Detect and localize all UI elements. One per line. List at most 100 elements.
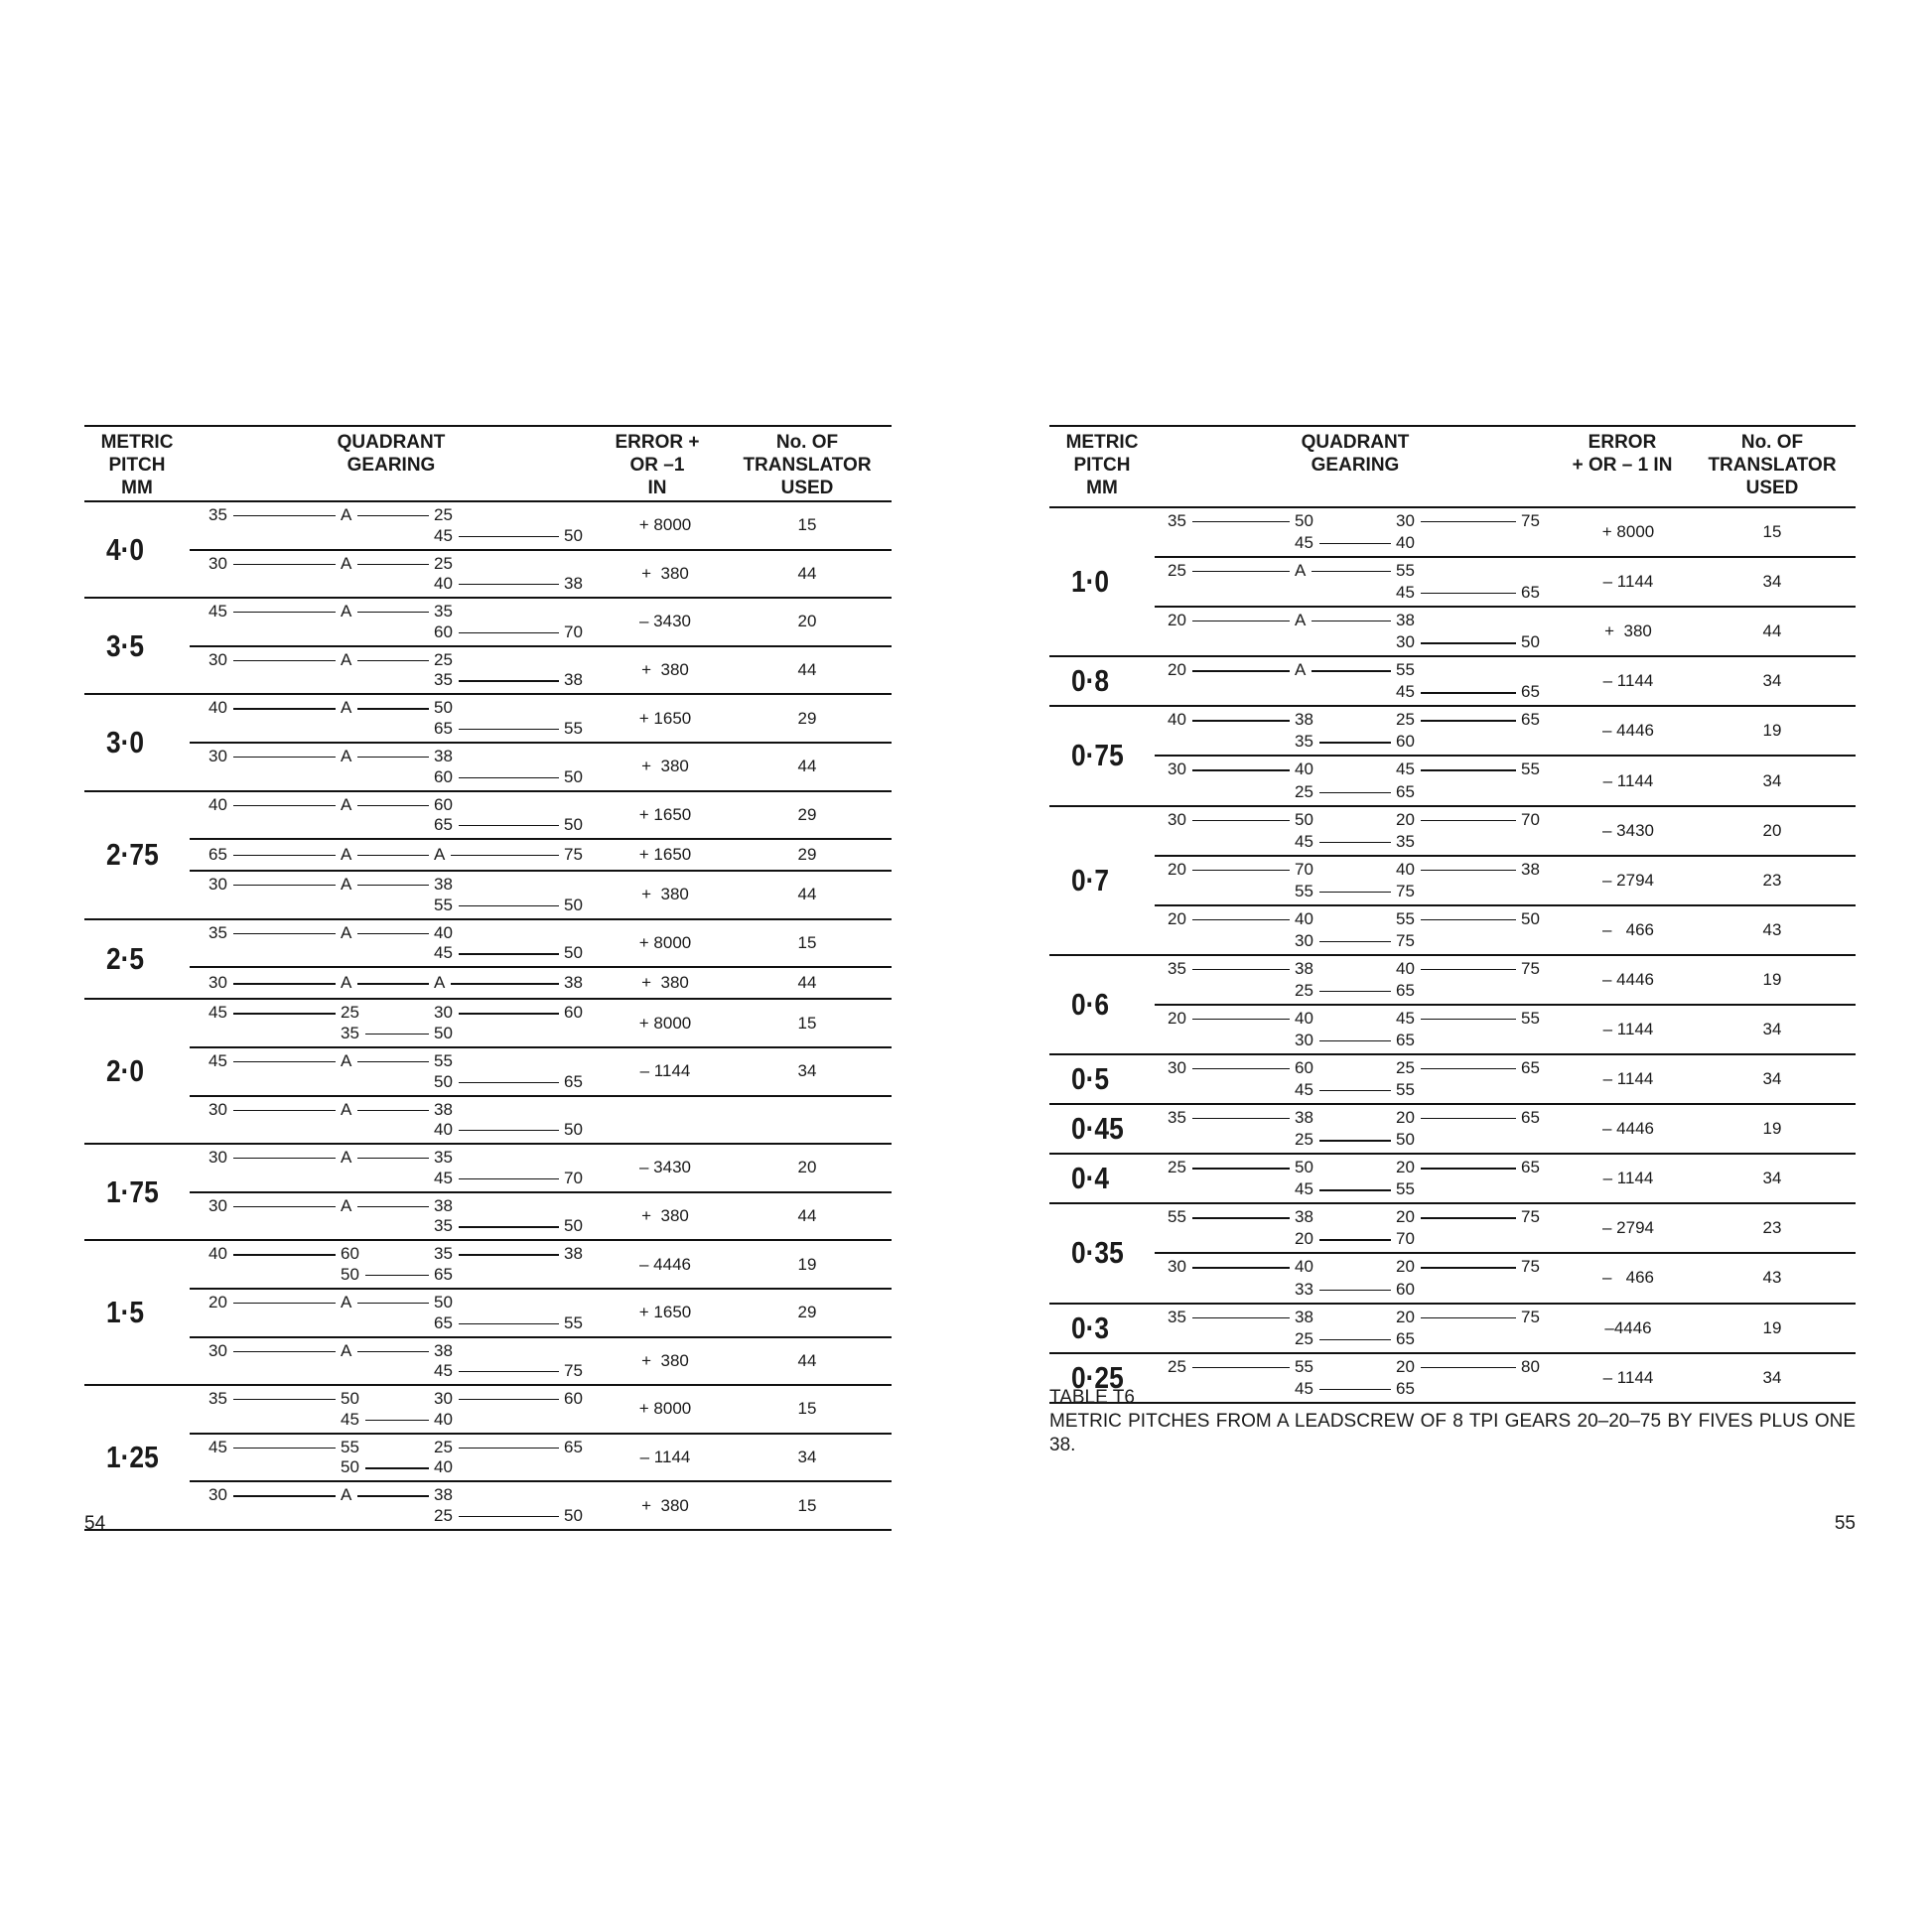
connector-line: [233, 1350, 336, 1352]
metric-pitch-label: 1·25: [106, 1439, 159, 1474]
gear-teeth: 40: [1396, 859, 1415, 879]
connector-line: [1192, 1267, 1290, 1269]
gear-train-bottom: 45 55: [1049, 1080, 1856, 1100]
translator-value: 34: [797, 1447, 817, 1466]
gear-teeth: 65: [564, 1437, 583, 1456]
idler-gear-marker: A: [341, 922, 352, 942]
table-row: 30 A 25 40 38 + 380 44: [190, 548, 892, 598]
translator-value: 44: [797, 757, 817, 776]
pitch-group: 0·7 30 50 20 70 45 35– 3430 20 20 70 40 38 55 75– 279…: [1049, 807, 1856, 956]
gear-train-top: 35 50 30 60: [84, 1389, 892, 1409]
connector-line: [459, 904, 559, 907]
caption-text: METRIC PITCHES FROM A LEADSCREW OF 8 TPI…: [1049, 1411, 1856, 1455]
translator-value: 29: [797, 845, 817, 865]
header-quadrant-gearing: QUADRANT GEARING: [1301, 432, 1410, 476]
gear-teeth: 55: [564, 1312, 583, 1332]
translator-value: 23: [1762, 1218, 1782, 1238]
table-row: 45 25 30 60 35 50 + 8000 15: [190, 1000, 892, 1046]
gear-teeth: 75: [564, 845, 583, 865]
gear-train-bottom: 25 50: [84, 1506, 892, 1526]
gear-teeth: 60: [434, 794, 453, 814]
translator-value: 15: [797, 1495, 817, 1515]
connector-line: [233, 932, 336, 935]
connector-line: [1319, 742, 1391, 744]
translator-value: 15: [797, 515, 817, 535]
metric-pitch-label: 0·6: [1071, 986, 1110, 1022]
gear-teeth: 20: [1396, 1108, 1415, 1128]
connector-line: [357, 1109, 429, 1111]
pitch-group: 0·25 25 55 20 80 45 65 – 1144 34: [1049, 1354, 1856, 1404]
error-value: – 3430: [639, 1158, 691, 1177]
connector-line: [357, 1350, 429, 1352]
gear-teeth: 40: [1295, 908, 1313, 928]
gear-teeth: 55: [1396, 660, 1415, 680]
gear-train-bottom: 30 65: [1049, 1031, 1856, 1050]
idler-gear-marker: A: [1295, 611, 1307, 630]
gear-teeth: 38: [434, 1099, 453, 1119]
connector-line: [233, 1109, 336, 1111]
gear-train-bottom: 20 70: [1049, 1229, 1856, 1249]
connector-line: [357, 1495, 429, 1497]
connector-line: [1192, 1068, 1290, 1070]
gear-teeth: 35: [208, 1389, 227, 1409]
gear-train-bottom: 30 75: [1049, 931, 1856, 951]
error-value: – 4446: [1602, 969, 1654, 989]
gear-teeth: 60: [434, 766, 453, 786]
metric-pitch-label: 0·8: [1071, 663, 1110, 699]
gear-teeth: 50: [434, 1023, 453, 1042]
translator-value: 19: [1762, 721, 1782, 741]
metric-pitch-label: 0·4: [1071, 1161, 1110, 1196]
gear-teeth: 45: [1295, 1378, 1313, 1398]
connector-line: [357, 983, 429, 985]
error-value: + 380: [641, 563, 689, 583]
gear-train-bottom: 35 38: [84, 670, 892, 690]
error-value: + 380: [641, 660, 689, 680]
connector-line: [1319, 1388, 1391, 1390]
connector-line: [1192, 571, 1290, 573]
error-value: – 2794: [1602, 1218, 1654, 1238]
gear-teeth: 50: [341, 1264, 359, 1284]
connector-line: [459, 1322, 559, 1324]
connector-line: [459, 535, 559, 537]
gear-teeth: 45: [341, 1409, 359, 1429]
connector-line: [357, 1302, 429, 1305]
gear-teeth: 35: [434, 602, 453, 621]
gear-train-top: 40 38 25 65: [1049, 710, 1856, 730]
connector-line: [459, 1399, 559, 1401]
translator-value: 34: [797, 1061, 817, 1081]
gear-teeth: 25: [1396, 1058, 1415, 1078]
gear-teeth: 38: [1396, 611, 1415, 630]
error-value: + 8000: [638, 515, 692, 535]
metric-pitch-label: 0·3: [1071, 1310, 1110, 1345]
error-value: – 1144: [1602, 1019, 1654, 1038]
gear-teeth: 40: [1396, 533, 1415, 553]
gear-teeth: 55: [1521, 759, 1540, 779]
translator-value: 29: [797, 804, 817, 824]
gear-teeth: 50: [564, 525, 583, 545]
connector-line: [1421, 769, 1516, 771]
error-value: – 1144: [639, 1061, 691, 1081]
connector-line: [459, 1177, 559, 1180]
gear-teeth: 20: [1168, 908, 1186, 928]
translator-value: 44: [797, 885, 817, 904]
connector-line: [1319, 940, 1391, 943]
gear-teeth: 50: [341, 1389, 359, 1409]
error-value: + 8000: [638, 933, 692, 953]
gear-teeth: 65: [434, 1312, 453, 1332]
gear-teeth: 45: [1396, 583, 1415, 603]
gear-teeth: 45: [208, 1050, 227, 1070]
gear-teeth: 30: [1295, 930, 1313, 950]
gear-teeth: 50: [564, 1216, 583, 1236]
gear-teeth: 55: [1295, 1356, 1313, 1376]
gear-teeth: 70: [564, 621, 583, 641]
pitch-group: 0·35 55 38 20 75 20 70– 2794 23 30 40 20 75 33 60– 46…: [1049, 1204, 1856, 1305]
gear-teeth: 60: [564, 1389, 583, 1409]
gear-teeth: 60: [1295, 1058, 1313, 1078]
table-row: 20 40 55 50 30 75 – 466 43: [1155, 903, 1856, 954]
translator-value: 34: [1762, 1069, 1782, 1089]
connector-line: [357, 612, 429, 614]
gear-teeth: 50: [1521, 908, 1540, 928]
gear-teeth: 40: [1168, 710, 1186, 730]
gear-teeth: 30: [208, 553, 227, 573]
gear-train-top: 35 A 40: [84, 923, 892, 943]
